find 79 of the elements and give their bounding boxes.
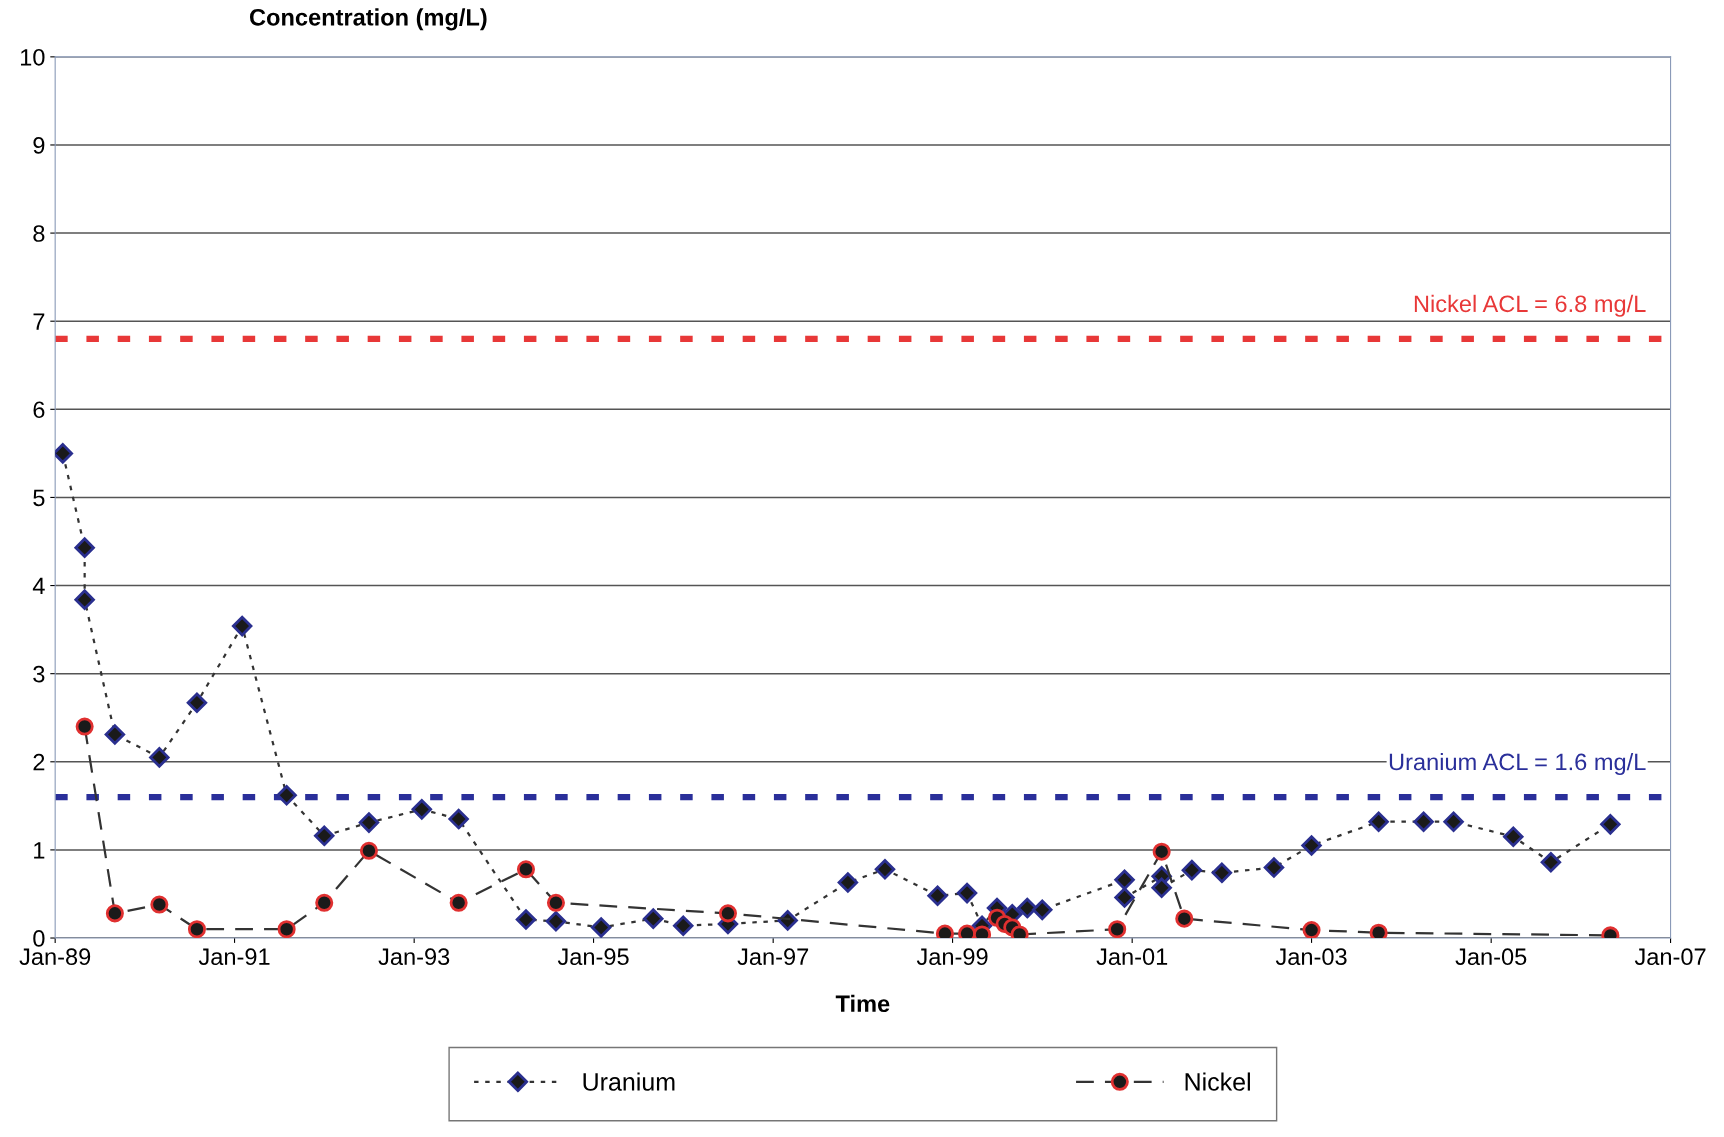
point: [276, 785, 297, 806]
point: [1503, 826, 1524, 847]
x-axis-title: Time: [835, 994, 890, 1013]
point: [149, 747, 170, 768]
x-tick-label: Jan-07: [1634, 948, 1706, 966]
x-tick-label: Jan-05: [1455, 948, 1527, 966]
point: [449, 893, 468, 912]
point: [1211, 862, 1233, 884]
y-tick-label: 4: [32, 577, 45, 595]
point: [1302, 921, 1321, 939]
point: [448, 808, 469, 830]
y-tick-label: 8: [33, 225, 45, 242]
point: [1114, 869, 1135, 891]
x-tick-label: Jan-97: [737, 948, 809, 966]
point: [187, 920, 206, 939]
point: [1017, 897, 1038, 919]
point: [718, 904, 737, 923]
point: [150, 895, 169, 914]
y-axis-title: Concentration (mg/L): [249, 8, 487, 31]
point: [277, 920, 296, 939]
point: [1600, 814, 1621, 835]
legend-label: Nickel: [1185, 1072, 1250, 1091]
y-tick-label: 9: [33, 137, 45, 154]
point: [516, 860, 535, 879]
point: [186, 692, 208, 713]
point: [673, 915, 694, 936]
point: [1301, 835, 1322, 856]
point: [411, 799, 433, 820]
point: [74, 589, 95, 610]
x-tick-label: Jan-95: [557, 948, 629, 966]
point: [1175, 909, 1194, 928]
point: [1369, 923, 1388, 939]
x-tick-label: Jan-03: [1275, 948, 1347, 966]
y-tick-label: 10: [20, 48, 45, 66]
point: [1368, 811, 1389, 832]
y-tick-label: 7: [33, 313, 45, 330]
point: [358, 812, 380, 833]
point: [546, 893, 565, 912]
point: [1443, 811, 1464, 832]
point: [1413, 811, 1434, 832]
point: [1108, 920, 1127, 939]
y-tick-label: 3: [33, 665, 45, 683]
point: [1181, 859, 1203, 881]
point: [590, 917, 612, 938]
point: [643, 908, 664, 929]
point: [1032, 899, 1053, 921]
point: [1151, 877, 1172, 899]
point: [315, 893, 334, 912]
point: [1114, 887, 1135, 908]
point: [1263, 857, 1285, 878]
point: [874, 859, 896, 880]
x-tick-label: Jan-93: [378, 948, 450, 966]
y-tick-label: 6: [33, 401, 45, 419]
point: [55, 443, 74, 464]
x-tick-label: Jan-99: [916, 948, 988, 966]
y-tick-label: 5: [33, 489, 45, 507]
point: [74, 537, 95, 558]
y-tick-label: 2: [33, 753, 45, 771]
point: [104, 724, 126, 745]
point: [545, 911, 567, 932]
x-tick-label: Jan-89: [19, 948, 91, 966]
point: [837, 872, 859, 893]
point: [1540, 852, 1562, 873]
y-tick-label: 0: [33, 930, 45, 947]
point: [359, 841, 378, 860]
point: [1152, 842, 1171, 861]
point: [105, 904, 124, 923]
ref-line-label: Uranium ACL = 1.6 mg/L: [1389, 753, 1646, 776]
point: [75, 717, 94, 736]
ref-line-label: Nickel ACL = 6.8 mg/L: [1414, 294, 1646, 317]
point: [231, 615, 253, 637]
y-tick-label: 1: [34, 842, 45, 859]
point: [515, 909, 537, 930]
legend-label: Uranium: [583, 1072, 675, 1091]
x-tick-label: Jan-01: [1096, 948, 1168, 966]
point: [956, 882, 978, 904]
point: [927, 885, 948, 906]
point: [314, 825, 335, 847]
x-tick-label: Jan-91: [198, 948, 270, 966]
